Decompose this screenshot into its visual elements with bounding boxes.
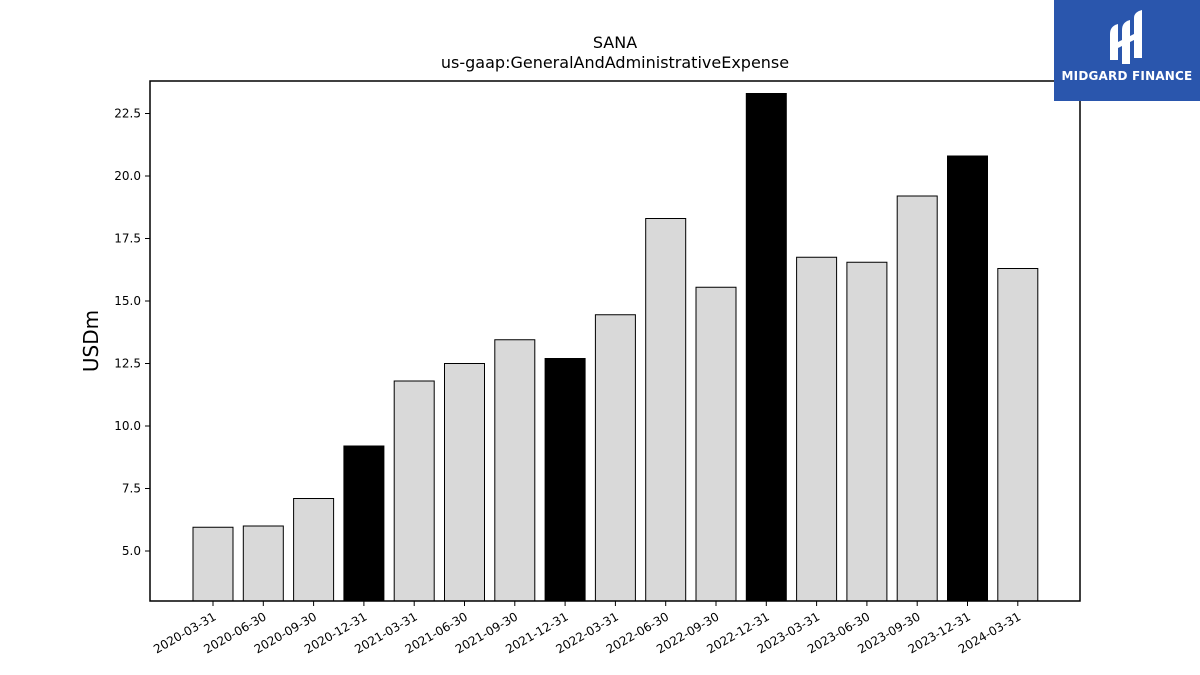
y-axis-label: USDm (79, 310, 103, 372)
logo-text: MIDGARD FINANCE (1061, 69, 1193, 83)
bar-2022-09-30 (695, 286, 737, 602)
bar-2022-12-31 (745, 93, 787, 602)
chart-subtitle: us-gaap:GeneralAndAdministrativeExpense (441, 53, 789, 72)
y-tick-label: 20.0 (114, 169, 141, 183)
bar-2023-09-30 (896, 195, 938, 602)
bar-2021-09-30 (494, 339, 536, 602)
y-tick-label: 17.5 (114, 232, 141, 246)
y-tick-label: 7.5 (122, 482, 141, 496)
bars-group (192, 93, 1039, 602)
bar-2021-12-31 (544, 358, 586, 602)
bar-2020-12-31 (343, 445, 385, 602)
bar-2020-09-30 (293, 498, 335, 602)
y-tick-label: 22.5 (114, 107, 141, 121)
bar-2023-06-30 (846, 261, 888, 602)
bar-2022-06-30 (645, 218, 687, 602)
y-axis-ticks: 5.0 7.5 10.0 12.5 15.0 17.5 20.0 22.5 (114, 107, 150, 558)
bar-2023-03-31 (796, 256, 838, 602)
bar-2021-03-31 (393, 380, 435, 602)
bar-2020-03-31 (192, 526, 234, 602)
y-tick-label: 15.0 (114, 294, 141, 308)
plot-frame (149, 80, 1081, 602)
midgard-finance-logo: MIDGARD FINANCE (1054, 0, 1200, 101)
chart-title: SANA (593, 33, 637, 52)
y-tick-label: 12.5 (114, 357, 141, 371)
bar-2023-12-31 (947, 155, 988, 602)
bar-2022-03-31 (594, 314, 636, 602)
x-axis-ticks: 2020-03-312020-06-302020-09-302020-12-31… (151, 601, 1023, 656)
bar-2020-06-30 (242, 525, 284, 602)
bar-2021-06-30 (444, 363, 485, 602)
y-tick-label: 5.0 (122, 544, 141, 558)
bar-2024-03-31 (997, 268, 1039, 602)
y-tick-label: 10.0 (114, 419, 141, 433)
midgard-logo-mark-icon (1110, 10, 1142, 64)
